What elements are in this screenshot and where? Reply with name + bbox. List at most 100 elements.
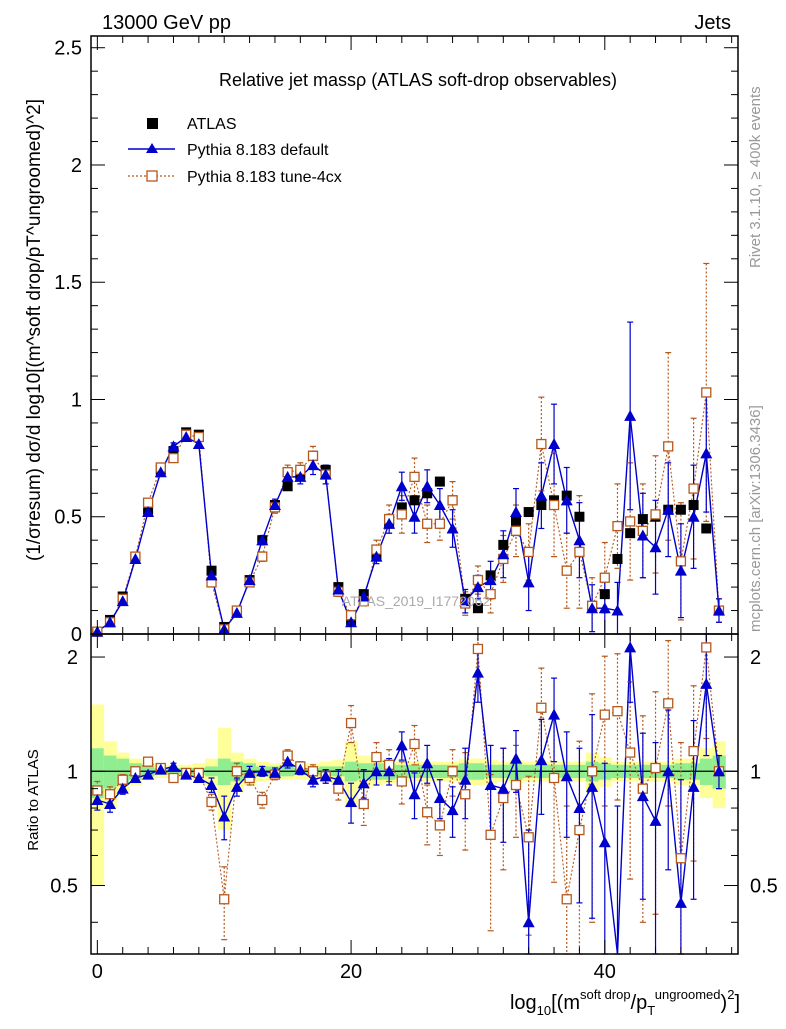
ratio-default-point xyxy=(294,763,307,775)
atlas-point xyxy=(701,523,712,534)
atlas-point xyxy=(637,514,648,525)
atlas-point xyxy=(472,603,483,614)
tune-point xyxy=(574,546,585,558)
default-point xyxy=(319,468,332,480)
default-point xyxy=(256,534,269,546)
default-point xyxy=(307,459,320,471)
y-tick-label-ratio-right: 2 xyxy=(750,647,761,669)
ratio-default-point xyxy=(192,772,205,784)
default-point xyxy=(383,517,396,529)
default-point xyxy=(180,431,193,443)
ratio-tune-point xyxy=(142,756,154,767)
ratio-default-point xyxy=(446,804,459,816)
x-label-end: ] xyxy=(734,992,740,1014)
atlas-point xyxy=(523,507,534,518)
ratio-tune-point xyxy=(219,894,230,905)
tune-point xyxy=(701,387,712,398)
ratio-default-point xyxy=(624,641,637,653)
ratio-default-point xyxy=(142,768,155,780)
ratio-default-point xyxy=(573,802,586,814)
ratio-default-point xyxy=(700,677,713,689)
atlas-point xyxy=(282,481,293,492)
tune-point xyxy=(396,509,407,520)
ratio-tune-point xyxy=(548,772,560,784)
atlas-point xyxy=(675,504,686,515)
atlas-point xyxy=(612,553,623,564)
default-point xyxy=(471,581,484,593)
ratio-default-point xyxy=(586,780,599,792)
ratio-default-point xyxy=(471,666,484,678)
default-point xyxy=(687,510,700,522)
ratio-default-point xyxy=(395,739,408,751)
ratio-tune-point xyxy=(333,783,344,794)
default-point xyxy=(294,470,307,482)
ratio-plot-data xyxy=(91,633,725,955)
ratio-tune-point xyxy=(206,796,217,808)
ratio-tune-point xyxy=(434,820,446,831)
ratio-tune-point xyxy=(612,706,623,717)
tune-point xyxy=(422,518,433,529)
ratio-default-point xyxy=(408,788,421,800)
default-point xyxy=(624,409,637,421)
x-label-base: log xyxy=(510,992,537,1014)
tune-point xyxy=(688,483,699,494)
default-point xyxy=(611,604,624,616)
ratio-default-point xyxy=(357,777,370,789)
ratio-default-point xyxy=(230,780,243,792)
default-point xyxy=(573,534,586,546)
x-label-close: ) xyxy=(721,992,728,1014)
x-label-sub2: T xyxy=(647,1003,655,1018)
x-label-open: [(m xyxy=(551,992,580,1014)
y-tick-label-ratio: 2 xyxy=(67,647,78,669)
default-point xyxy=(205,569,218,581)
ratio-default-point xyxy=(180,768,193,780)
y-tick-label-top: 2 xyxy=(71,155,82,177)
tune-point xyxy=(523,546,534,558)
default-point xyxy=(509,506,522,518)
tune-point xyxy=(612,520,623,532)
tune-point xyxy=(663,441,674,452)
ratio-default-point xyxy=(116,782,129,794)
y-tick-label-top: 1 xyxy=(71,389,82,411)
ratio-tune-point xyxy=(510,779,522,791)
tune-point xyxy=(510,525,522,536)
default-point xyxy=(459,595,472,607)
ratio-default-point xyxy=(256,765,269,777)
ratio-tune-point xyxy=(498,792,509,804)
legend-marker-default xyxy=(146,143,158,153)
ratio-tune-point xyxy=(599,709,610,720)
y-tick-label-ratio: 1 xyxy=(67,761,78,783)
atlas-point xyxy=(409,495,420,506)
y-tick-label-top: 0 xyxy=(71,624,82,646)
ratio-tune-point xyxy=(422,807,433,818)
default-point xyxy=(636,529,649,541)
ratio-tune-point xyxy=(688,745,699,757)
atlas-point xyxy=(625,528,636,539)
tune-point xyxy=(434,518,446,529)
default-point xyxy=(586,602,599,614)
tune-point xyxy=(257,551,268,562)
x-label-sup1: soft drop xyxy=(580,987,631,1002)
default-point xyxy=(433,499,446,511)
x-label-sup2: ungroomed xyxy=(655,987,721,1002)
ratio-default-point xyxy=(205,779,218,791)
x-label-sup3: 2 xyxy=(727,987,734,1002)
ratio-default-point xyxy=(509,752,522,764)
ratio-default-point xyxy=(332,773,345,785)
default-point xyxy=(142,506,155,518)
atlas-point xyxy=(434,476,445,487)
ratio-default-point xyxy=(636,790,649,802)
default-point xyxy=(281,470,294,482)
ratio-tune-point xyxy=(168,772,179,784)
atlas-point xyxy=(396,502,407,513)
default-point xyxy=(370,550,383,562)
default-point xyxy=(712,604,725,616)
y-tick-label-top: 2.5 xyxy=(54,38,82,60)
ratio-default-point xyxy=(497,782,510,794)
tune-point xyxy=(536,438,547,450)
default-point xyxy=(104,616,117,628)
y-tick-label-top: 0.5 xyxy=(54,507,82,529)
tune-point xyxy=(142,497,154,508)
